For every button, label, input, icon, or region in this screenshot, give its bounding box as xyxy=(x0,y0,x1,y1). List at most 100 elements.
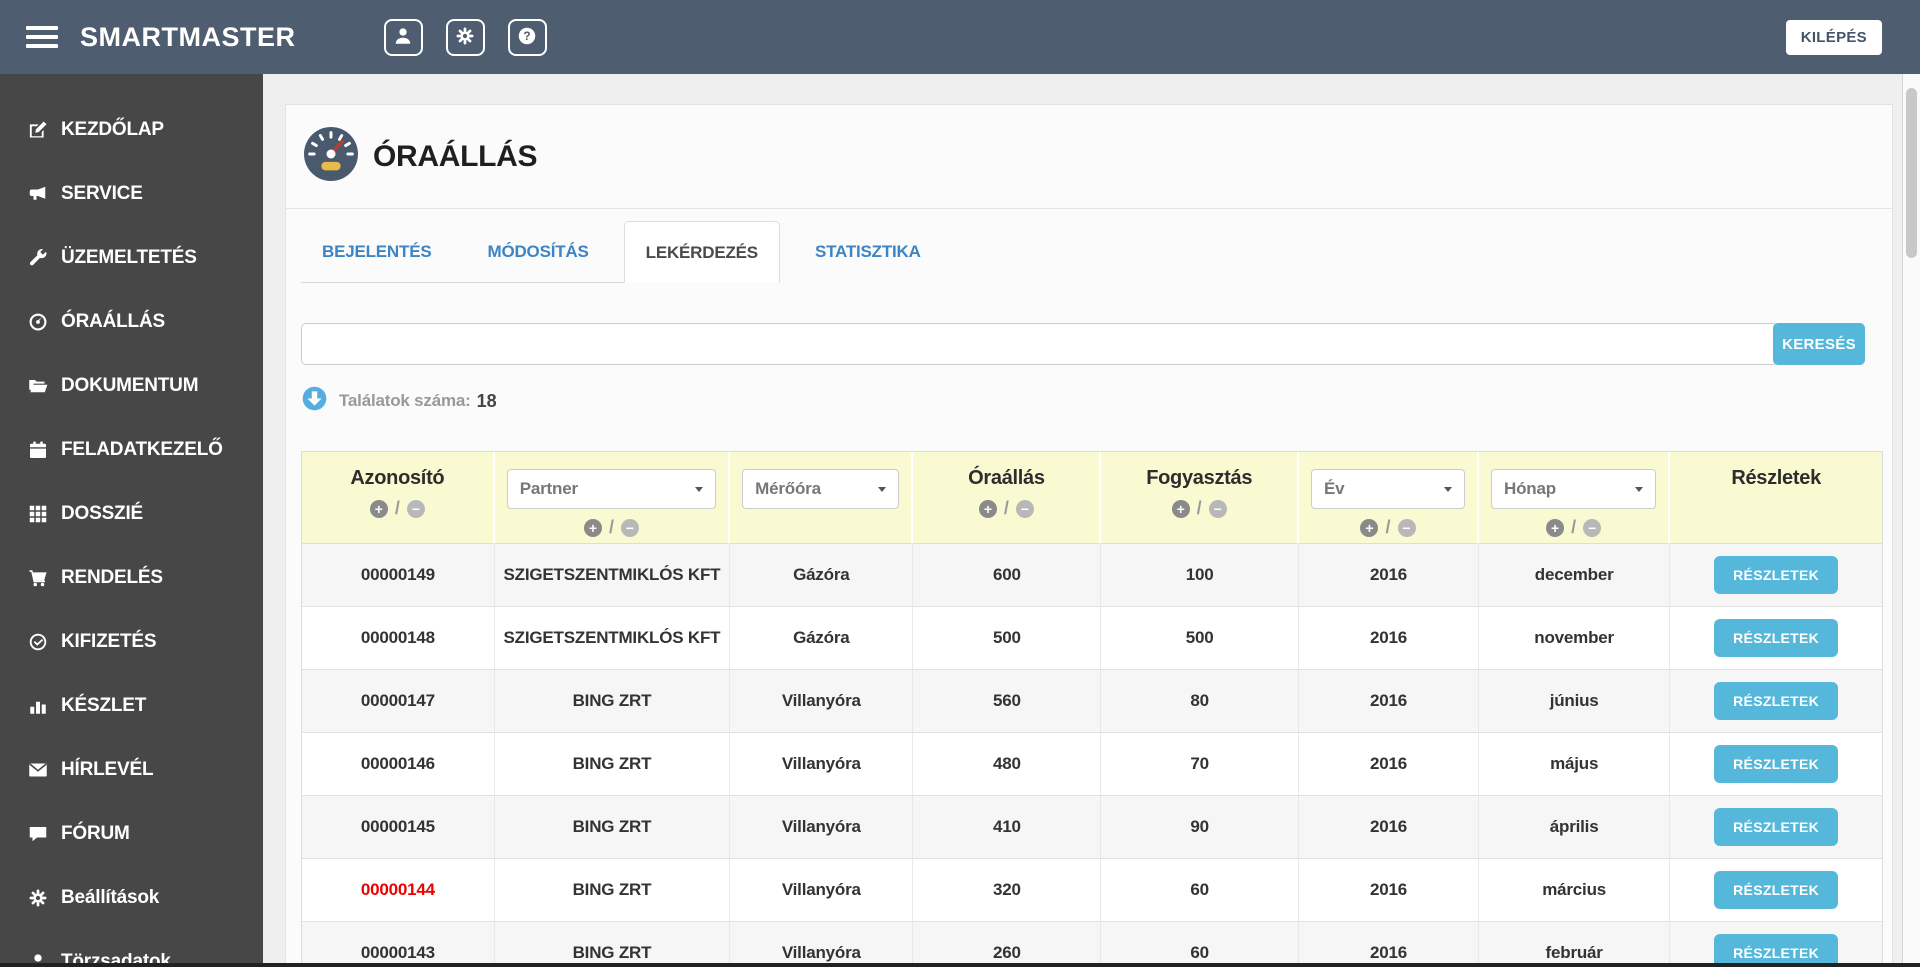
minus-circle-icon[interactable]: − xyxy=(1397,518,1416,537)
sort-controls: + / − xyxy=(495,517,728,538)
plus-circle-icon[interactable]: + xyxy=(1546,518,1565,537)
cell-partner: BING ZRT xyxy=(494,733,731,796)
details-cell: RÉSZLETEK xyxy=(1670,922,1882,967)
cell-partner: SZIGETSZENTMIKLÓS KFT xyxy=(494,544,731,607)
minus-circle-icon[interactable]: − xyxy=(1208,499,1227,518)
details-button[interactable]: RÉSZLETEK xyxy=(1714,745,1839,783)
cell-consumption: 60 xyxy=(1101,922,1299,967)
details-button[interactable]: RÉSZLETEK xyxy=(1714,556,1839,594)
cell-partner: BING ZRT xyxy=(494,796,731,859)
sidebar-item-kifizetes[interactable]: KIFIZETÉS xyxy=(0,610,263,674)
top-header: SMARTMASTER ? KILÉPÉS xyxy=(0,0,1920,74)
search-input[interactable] xyxy=(301,323,1778,365)
tab-lekerdezes[interactable]: LEKÉRDEZÉS xyxy=(623,221,780,283)
minus-circle-icon[interactable]: − xyxy=(406,499,425,518)
plus-circle-icon[interactable]: + xyxy=(369,499,388,518)
sidebar-item-dokumentum[interactable]: DOKUMENTUM xyxy=(0,354,263,418)
scrollbar[interactable] xyxy=(1902,74,1920,963)
cell-id: 00000148 xyxy=(302,607,495,670)
column-header-label: Fogyasztás xyxy=(1146,467,1253,489)
sidebar-item-uzemeltetes[interactable]: ÜZEMELTETÉS xyxy=(0,226,263,290)
cell-reading: 560 xyxy=(913,670,1102,733)
cell-meter: Gázóra xyxy=(730,607,914,670)
sidebar-item-torzsadatok[interactable]: Törzsadatok xyxy=(0,930,263,967)
column-header-label: Részletek xyxy=(1731,467,1821,489)
page-title-band: ÓRAÁLLÁS xyxy=(286,105,1892,209)
details-button[interactable]: RÉSZLETEK xyxy=(1714,808,1839,846)
table-row: 00000149 SZIGETSZENTMIKLÓS KFT Gázóra 600 10… xyxy=(302,544,1882,607)
edit-icon xyxy=(28,120,48,140)
minus-circle-icon[interactable]: − xyxy=(620,518,639,537)
bottom-edge xyxy=(0,963,1920,967)
comment-icon xyxy=(28,824,48,844)
search-button[interactable]: KERESÉS xyxy=(1773,323,1865,365)
cell-meter: Villanyóra xyxy=(730,922,914,967)
sort-controls: + / − xyxy=(302,498,493,519)
cell-id: 00000147 xyxy=(302,670,495,733)
sidebar: KEZDŐLAP SERVICE ÜZEMELTETÉS ÓRAÁLLÁS DOKUME… xyxy=(0,74,263,967)
sidebar-item-oraallas[interactable]: ÓRAÁLLÁS xyxy=(0,290,263,354)
details-button[interactable]: RÉSZLETEK xyxy=(1714,682,1839,720)
sidebar-item-forum[interactable]: FÓRUM xyxy=(0,802,263,866)
cell-year: 2016 xyxy=(1298,859,1480,922)
bar-chart-icon xyxy=(28,696,48,716)
hamburger-icon[interactable] xyxy=(26,21,58,53)
gear-icon-button[interactable] xyxy=(445,18,485,56)
tab-statisztika[interactable]: STATISZTIKA xyxy=(814,242,921,261)
minus-circle-icon[interactable]: − xyxy=(1015,499,1034,518)
details-cell: RÉSZLETEK xyxy=(1670,670,1882,733)
cell-year: 2016 xyxy=(1298,922,1480,967)
sidebar-item-feladatkezelo[interactable]: FELADATKEZELŐ xyxy=(0,418,263,482)
help-icon: ? xyxy=(517,26,537,49)
sidebar-item-keszlet[interactable]: KÉSZLET xyxy=(0,674,263,738)
column-azonosito: Azonosító + / − xyxy=(302,452,495,544)
sidebar-item-kezdolap[interactable]: KEZDŐLAP xyxy=(0,98,263,162)
cell-year: 2016 xyxy=(1298,544,1480,607)
cell-id: 00000146 xyxy=(302,733,495,796)
details-button[interactable]: RÉSZLETEK xyxy=(1714,619,1839,657)
details-button[interactable]: RÉSZLETEK xyxy=(1714,871,1839,909)
sidebar-item-rendeles[interactable]: RENDELÉS xyxy=(0,546,263,610)
plus-circle-icon[interactable]: + xyxy=(1171,499,1190,518)
cell-month: április xyxy=(1479,796,1671,859)
content-card: ÓRAÁLLÁS BEJELENTÉS MÓDOSÍTÁS LEKÉRDEZÉS ST… xyxy=(285,104,1893,967)
help-icon-button[interactable]: ? xyxy=(507,18,547,56)
filter-select-ev[interactable]: Év xyxy=(1310,469,1466,509)
user-icon xyxy=(393,26,413,49)
cell-reading: 320 xyxy=(913,859,1102,922)
sidebar-item-hirlevel[interactable]: HÍRLEVÉL xyxy=(0,738,263,802)
minus-circle-icon[interactable]: − xyxy=(1583,518,1602,537)
details-button[interactable]: RÉSZLETEK xyxy=(1714,934,1839,967)
filter-select-meroora[interactable]: Mérőóra xyxy=(742,469,900,509)
table-row: 00000147 BING ZRT Villanyóra 560 80 2016 júniu… xyxy=(302,670,1882,733)
cell-partner: BING ZRT xyxy=(494,922,731,967)
cell-reading: 500 xyxy=(913,607,1102,670)
table-row: 00000145 BING ZRT Villanyóra 410 90 2016 ápril… xyxy=(302,796,1882,859)
plus-circle-icon[interactable]: + xyxy=(583,518,602,537)
plus-circle-icon[interactable]: + xyxy=(1360,518,1379,537)
plus-circle-icon[interactable]: + xyxy=(978,499,997,518)
sidebar-item-service[interactable]: SERVICE xyxy=(0,162,263,226)
user-icon-button[interactable] xyxy=(383,18,423,56)
cell-year: 2016 xyxy=(1298,796,1480,859)
gauge-icon xyxy=(28,312,48,332)
caret-down-icon xyxy=(878,486,887,492)
table-row: 00000146 BING ZRT Villanyóra 480 70 2016 május… xyxy=(302,733,1882,796)
cell-meter: Villanyóra xyxy=(730,796,914,859)
cell-month: december xyxy=(1479,544,1671,607)
cell-id: 00000149 xyxy=(302,544,495,607)
cell-year: 2016 xyxy=(1298,670,1480,733)
sidebar-item-dosszie[interactable]: DOSSZIÉ xyxy=(0,482,263,546)
details-cell: RÉSZLETEK xyxy=(1670,859,1882,922)
sidebar-item-beallitasok[interactable]: Beállítások xyxy=(0,866,263,930)
logout-button[interactable]: KILÉPÉS xyxy=(1785,19,1882,55)
megaphone-icon xyxy=(28,184,48,204)
tab-modositas[interactable]: MÓDOSÍTÁS xyxy=(487,242,589,261)
filter-select-honap[interactable]: Hónap xyxy=(1491,469,1657,509)
cell-year: 2016 xyxy=(1298,733,1480,796)
cell-month: március xyxy=(1479,859,1671,922)
tab-bejelentes[interactable]: BEJELENTÉS xyxy=(322,242,432,261)
scrollbar-thumb[interactable] xyxy=(1906,88,1917,258)
filter-select-partner[interactable]: Partner xyxy=(506,469,717,509)
envelope-icon xyxy=(28,760,48,780)
